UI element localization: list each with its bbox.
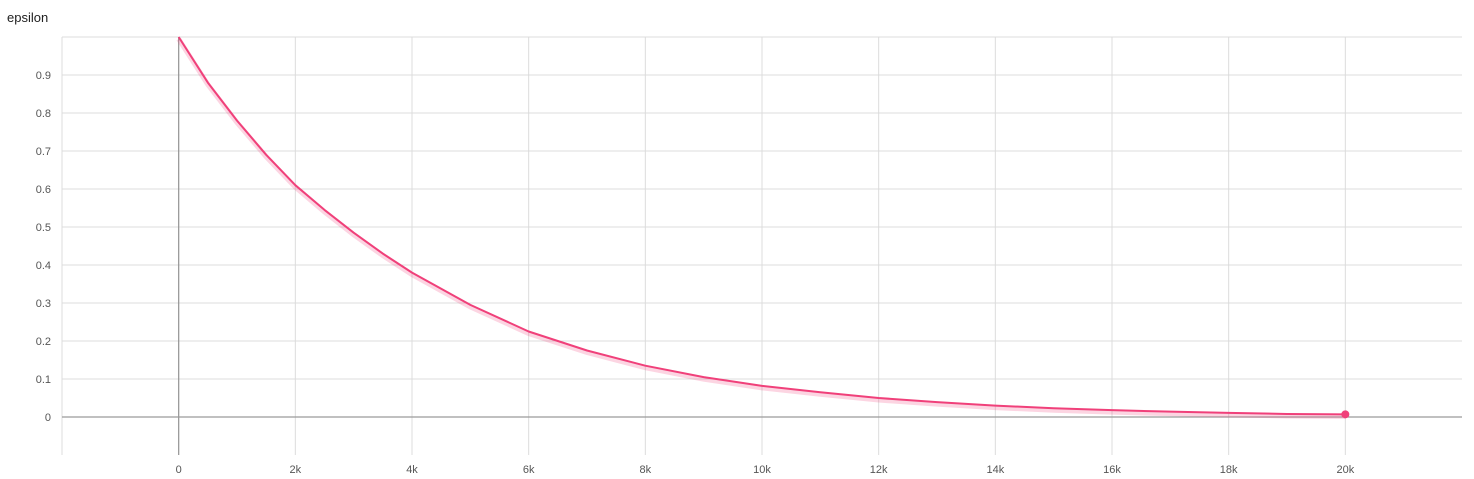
x-tick-label: 20k <box>1336 464 1354 476</box>
y-tick-label: 0.6 <box>36 184 51 196</box>
axis-layer <box>62 37 1462 455</box>
tick-labels: 0 0.1 0.2 0.3 0.4 0.5 0.6 0.7 0.8 0.9 0 2k 4k 6k 8k 10k… <box>36 70 1355 476</box>
x-tick-label: 2k <box>290 464 302 476</box>
x-tick-label: 6k <box>523 464 535 476</box>
series-line <box>177 36 1346 416</box>
x-tick-label: 16k <box>1103 464 1121 476</box>
y-tick-label: 0.2 <box>36 336 51 348</box>
y-tick-label: 0.9 <box>36 70 51 82</box>
grid-layer <box>61 36 1462 455</box>
x-tick-label: 14k <box>986 464 1004 476</box>
chart-title: epsilon <box>7 10 49 25</box>
x-tick-label: 0 <box>176 464 182 476</box>
y-tick-label: 0 <box>45 412 51 424</box>
x-tick-label: 18k <box>1220 464 1238 476</box>
x-tick-label: 10k <box>753 464 771 476</box>
series-end-point[interactable] <box>1341 410 1350 419</box>
y-tick-label: 0.4 <box>36 260 51 272</box>
y-tick-label: 0.5 <box>36 222 51 234</box>
y-tick-label: 0.8 <box>36 108 51 120</box>
x-tick-label: 4k <box>406 464 418 476</box>
y-tick-label: 0.3 <box>36 298 51 310</box>
y-tick-label: 0.1 <box>36 374 51 386</box>
x-tick-label: 8k <box>640 464 652 476</box>
x-tick-label: 12k <box>870 464 888 476</box>
series-raw-line <box>176 37 1346 419</box>
y-tick-label: 0.7 <box>36 146 51 158</box>
series-layer <box>176 36 1350 419</box>
